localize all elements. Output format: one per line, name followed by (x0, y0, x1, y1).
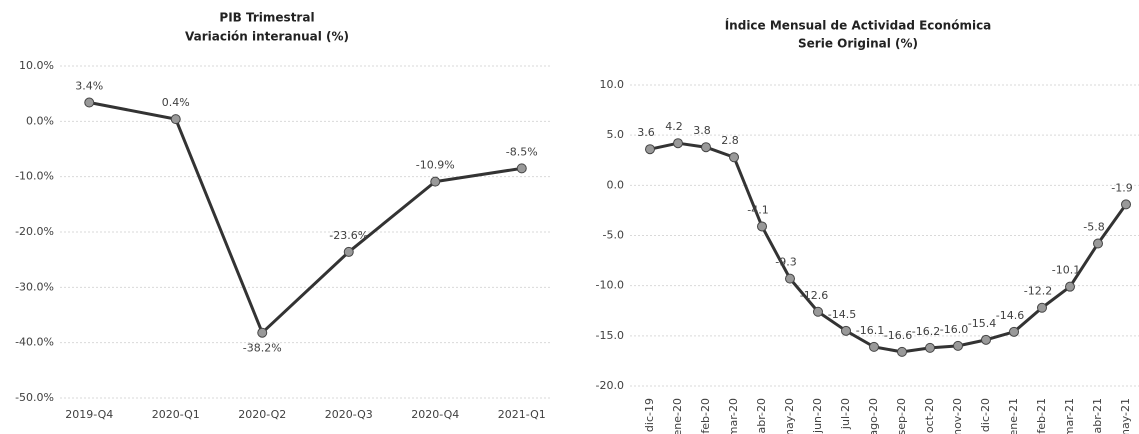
data-label: -16.0 (940, 323, 968, 336)
data-label: -12.2 (1024, 285, 1052, 298)
data-label: -12.6 (800, 289, 828, 302)
data-label: -14.6 (996, 309, 1024, 322)
x-tick-label: nov-20 (951, 398, 964, 434)
marker (84, 97, 95, 108)
data-label: -10.1 (1052, 264, 1080, 277)
data-label: -16.6 (884, 329, 912, 342)
x-tick-label: abr-20 (755, 398, 768, 434)
marker (645, 144, 655, 155)
chart-title: PIB Trimestral (219, 11, 314, 25)
y-tick-label: -20.0% (15, 225, 54, 238)
x-tick-label: jun-20 (811, 398, 824, 434)
marker (785, 273, 795, 284)
x-tick-label: dic-19 (643, 398, 656, 432)
marker (673, 138, 683, 149)
marker (981, 334, 991, 345)
x-tick-label: oct-20 (923, 398, 936, 433)
y-tick-label: 5.0 (607, 128, 625, 141)
x-tick-label: ene-20 (671, 398, 684, 434)
x-tick-label: ago-20 (867, 398, 880, 434)
y-tick-label: -20.0 (596, 379, 624, 392)
marker (701, 142, 711, 153)
x-tick-label: mar-21 (1063, 398, 1076, 434)
marker (1093, 238, 1103, 249)
data-label: 3.8 (693, 124, 711, 137)
line (649, 141, 1128, 354)
x-tick-label: 2019-Q4 (65, 408, 113, 421)
marker (841, 325, 851, 336)
marker (1037, 302, 1047, 313)
marker (869, 341, 879, 352)
marker (343, 246, 354, 257)
chart-title: Índice Mensual de Actividad Económica (725, 18, 992, 33)
y-tick-label: -5.0 (603, 229, 624, 242)
data-label: 3.4% (75, 80, 103, 93)
x-tick-label: 2020-Q3 (325, 408, 373, 421)
data-label: 0.4% (162, 96, 190, 109)
data-label: -10.9% (416, 159, 455, 172)
marker (729, 152, 739, 163)
data-label: -15.4 (968, 317, 996, 330)
data-label: -38.2% (243, 342, 282, 355)
marker (516, 163, 527, 174)
y-tick-label: 10.0 (600, 78, 625, 91)
x-tick-label: ene-21 (1007, 398, 1020, 434)
x-tick-label: abr-21 (1091, 398, 1104, 434)
x-tick-label: may-21 (1119, 398, 1132, 434)
chart-subtitle: Serie Original (%) (798, 37, 918, 51)
marker (813, 306, 823, 317)
x-tick-label: jul-20 (839, 398, 852, 430)
marker (430, 176, 441, 187)
data-label: -23.6% (329, 229, 368, 242)
y-tick-label: -50.0% (15, 391, 54, 404)
y-tick-label: -10.0% (15, 170, 54, 183)
y-tick-label: -40.0% (15, 336, 54, 349)
marker (897, 346, 907, 357)
y-tick-label: -10.0 (596, 279, 624, 292)
marker (170, 114, 181, 125)
y-tick-label: 10.0% (19, 59, 54, 72)
chart-subtitle: Variación interanual (%) (185, 30, 349, 44)
data-label: -4.1 (747, 203, 768, 216)
x-tick-label: 2020-Q4 (411, 408, 459, 421)
marker (1121, 199, 1131, 210)
data-label: -14.5 (828, 308, 856, 321)
marker (1065, 281, 1075, 292)
x-tick-label: mar-20 (727, 398, 740, 434)
data-label: 2.8 (721, 134, 739, 147)
marker (953, 340, 963, 351)
y-tick-label: -30.0% (15, 280, 54, 293)
x-tick-label: dic-20 (979, 398, 992, 432)
data-label: 3.6 (637, 126, 655, 139)
y-tick-label: 0.0% (26, 114, 54, 127)
marker (757, 221, 767, 232)
x-tick-label: 2020-Q1 (152, 408, 200, 421)
data-label: -16.1 (856, 324, 884, 337)
y-tick-label: 0.0 (607, 178, 625, 191)
marker (925, 342, 935, 353)
x-tick-label: 2021-Q1 (498, 408, 546, 421)
y-tick-label: -15.0 (596, 329, 624, 342)
marker (257, 327, 268, 338)
x-tick-label: may-20 (783, 398, 796, 434)
x-tick-label: 2020-Q2 (238, 408, 286, 421)
line (88, 101, 522, 335)
marker (1009, 326, 1019, 337)
x-tick-label: sep-20 (895, 398, 908, 434)
data-label: -5.8 (1083, 221, 1104, 234)
data-label: -1.9 (1111, 181, 1132, 194)
data-label: 4.2 (665, 120, 683, 133)
data-label: -9.3 (775, 256, 796, 269)
x-tick-label: feb-20 (699, 398, 712, 434)
data-label: -16.2 (912, 325, 940, 338)
x-tick-label: feb-21 (1035, 398, 1048, 434)
data-label: -8.5% (506, 145, 538, 158)
